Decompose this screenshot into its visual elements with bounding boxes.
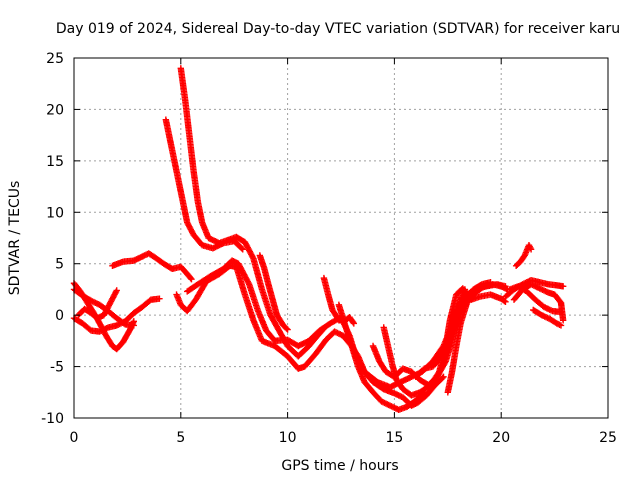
chart-title: Day 019 of 2024, Sidereal Day-to-day VTE… — [56, 21, 620, 37]
y-tick-label: 5 — [55, 257, 64, 273]
data-point — [435, 369, 442, 377]
series-sat-t — [530, 306, 565, 329]
series-sat-o — [412, 286, 469, 381]
series-sat-f — [177, 65, 328, 360]
data-point — [559, 283, 567, 290]
data-point — [557, 322, 565, 329]
data-point — [238, 245, 245, 252]
data-point — [283, 325, 290, 332]
y-axis-ticks: -10 -5 0 5 10 15 20 25 — [41, 51, 608, 427]
y-tick-label: 10 — [46, 205, 64, 221]
data-point — [113, 287, 120, 294]
y-tick-label: 15 — [46, 154, 64, 170]
x-tick-label: 10 — [279, 430, 297, 446]
data-points — [70, 65, 567, 413]
series-sat-j — [256, 252, 291, 333]
y-tick-label: 0 — [55, 308, 64, 324]
x-axis-ticks: 0 5 10 15 20 25 — [70, 58, 617, 446]
x-tick-label: 5 — [176, 430, 185, 446]
y-tick-label: 25 — [46, 51, 64, 67]
series-sat-u — [512, 242, 535, 269]
series-sat-k — [320, 274, 358, 327]
data-point — [350, 320, 358, 327]
data-point — [527, 246, 535, 253]
data-point — [239, 246, 246, 253]
data-point — [439, 374, 446, 382]
y-axis-label: SDTVAR / TECUs — [7, 181, 23, 296]
data-point — [188, 275, 195, 283]
grid — [74, 58, 608, 418]
data-point — [349, 318, 357, 326]
x-axis-label: GPS time / hours — [281, 458, 398, 474]
x-tick-label: 15 — [385, 430, 403, 446]
y-tick-label: -10 — [41, 411, 64, 427]
data-point — [249, 254, 256, 261]
data-point — [112, 288, 120, 296]
y-tick-label: 20 — [46, 102, 64, 118]
data-point — [559, 317, 567, 324]
series-sat-p — [444, 281, 511, 396]
series-sat-n — [380, 285, 509, 399]
data-point — [156, 295, 163, 302]
data-point — [501, 297, 508, 305]
data-point — [284, 326, 291, 333]
series-sat-d — [75, 287, 120, 322]
x-tick-label: 25 — [599, 430, 617, 446]
series-sat-a — [70, 295, 163, 335]
data-point — [130, 322, 138, 329]
data-point — [440, 373, 447, 381]
series-sat-c — [70, 286, 138, 329]
data-point — [187, 274, 194, 282]
plot-frame — [73, 57, 609, 419]
x-tick-label: 0 — [70, 430, 79, 446]
series-sat-g — [162, 116, 246, 253]
data-point — [527, 244, 534, 252]
series-sat-e — [109, 250, 195, 283]
data-point — [245, 279, 252, 287]
x-tick-label: 20 — [492, 430, 510, 446]
data-point — [461, 286, 469, 293]
series-sat-h — [173, 262, 447, 409]
series-sat-l — [335, 301, 428, 413]
series-sat-s — [510, 281, 567, 324]
y-tick-label: -5 — [50, 360, 64, 376]
